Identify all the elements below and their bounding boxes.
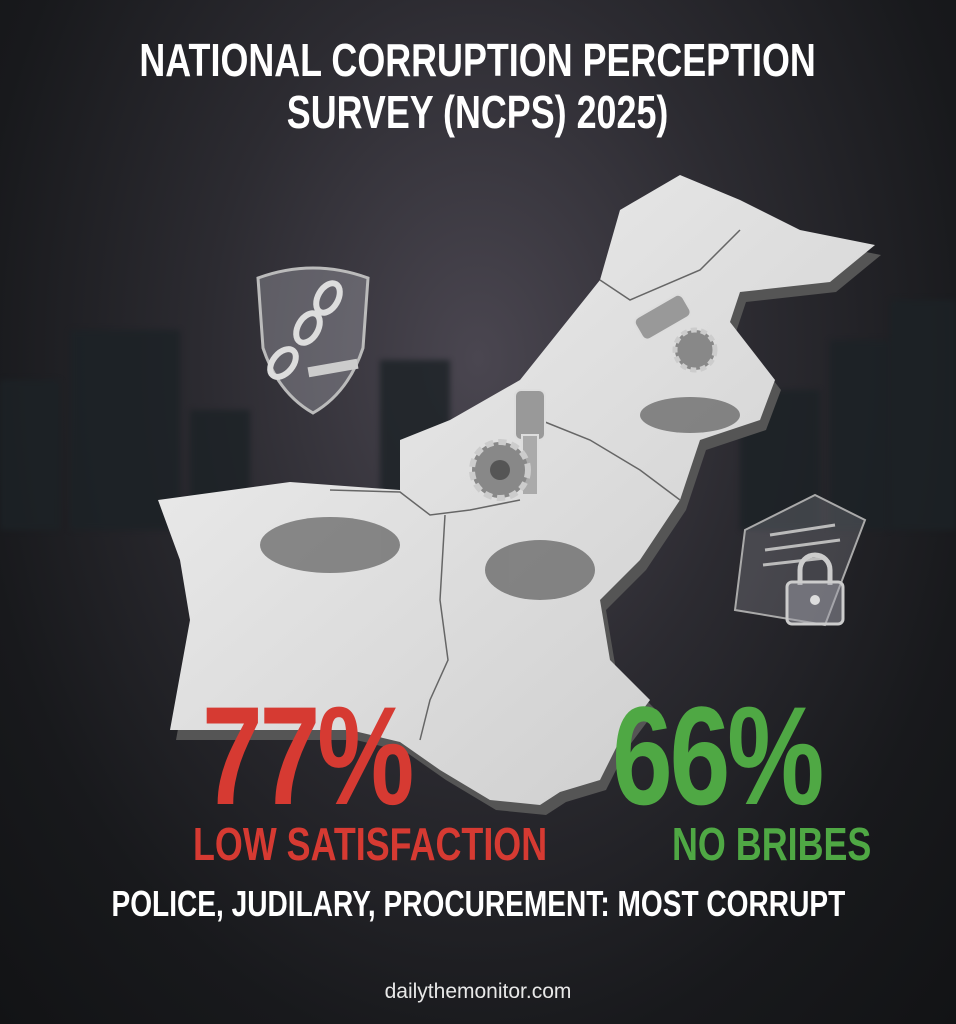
- tagline: POLICE, JUDILARY, PROCUREMENT: MOST CORR…: [111, 883, 845, 924]
- province-borders: [329, 229, 741, 741]
- website-url: dailythemonitor.com: [384, 980, 572, 1003]
- stat-no-bribes-label: NO BRIBES: [672, 818, 872, 870]
- stat-low-satisfaction-label: LOW SATISFACTION: [193, 818, 548, 870]
- title-line-2: SURVEY (NCPS) 2025): [287, 86, 669, 138]
- stat-no-bribes-value: 66%: [612, 677, 824, 834]
- gavel-gears-icon: [469, 389, 546, 501]
- gavel-gears-icon-small: [633, 293, 718, 373]
- police-shield-chain-icon: [256, 266, 370, 415]
- blurred-city-background: [0, 250, 956, 530]
- document-lock-icon: [733, 493, 867, 627]
- stat-low-satisfaction-value: 77%: [202, 677, 414, 834]
- title-line-1: NATIONAL CORRUPTION PERCEPTION: [139, 34, 817, 86]
- map-shadows: [260, 397, 740, 600]
